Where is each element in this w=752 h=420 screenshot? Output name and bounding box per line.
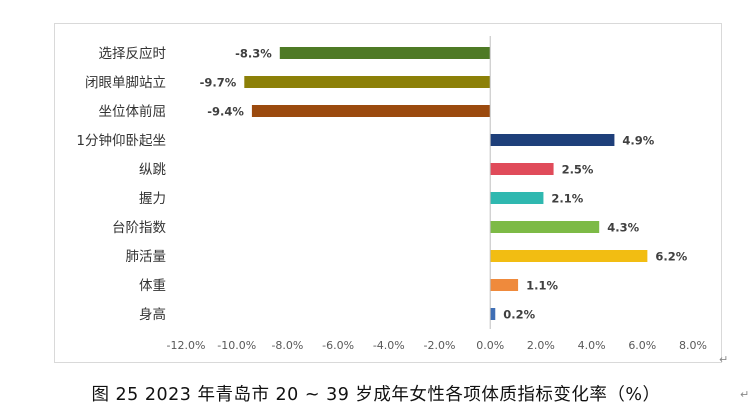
value-label-8: 1.1%: [526, 279, 558, 293]
paragraph-mark-icon: ↵: [740, 388, 750, 401]
bar-0: [279, 47, 491, 59]
x-tick-label-5: -2.0%: [424, 339, 456, 352]
value-label-2: -9.4%: [207, 105, 244, 119]
figure-caption: 图 25 2023 年青岛市 20 ~ 39 岁成年女性各项体质指标变化率（%）: [91, 385, 661, 405]
value-label-1: -9.7%: [200, 76, 237, 90]
category-label-8: 体重: [139, 278, 166, 294]
x-tick-label-10: 8.0%: [679, 339, 707, 352]
bar-7: [490, 250, 648, 262]
category-label-5: 握力: [139, 191, 166, 207]
bar-8: [490, 279, 519, 291]
value-label-5: 2.1%: [551, 192, 583, 206]
x-tick-label-6: 0.0%: [476, 339, 504, 352]
category-label-6: 台阶指数: [112, 220, 166, 236]
category-label-9: 身高: [139, 306, 166, 323]
chart-frame: 选择反应时 -8.3% 闭眼单脚站立 -9.7% 坐位体前屈 -9.4% 1分钟仰卧起坐 4.…: [54, 23, 722, 363]
x-tick-label-7: 2.0%: [527, 339, 555, 352]
x-tick-label-1: -10.0%: [217, 339, 256, 352]
value-label-7: 6.2%: [655, 250, 687, 264]
x-tick-label-4: -4.0%: [373, 339, 405, 352]
value-label-3: 4.9%: [622, 134, 654, 148]
x-tick-label-9: 6.0%: [628, 339, 656, 352]
bar-1: [244, 76, 491, 88]
bar-6: [490, 221, 600, 233]
bar-3: [490, 134, 615, 146]
category-label-4: 纵跳: [139, 162, 166, 178]
category-label-2: 坐位体前屈: [99, 103, 167, 120]
bar-4: [490, 163, 554, 175]
category-label-0: 选择反应时: [99, 45, 167, 62]
value-label-0: -8.3%: [235, 47, 272, 61]
bar-chart: 选择反应时 -8.3% 闭眼单脚站立 -9.7% 坐位体前屈 -9.4% 1分钟仰卧起坐 4.…: [76, 36, 707, 352]
x-tick-label-3: -6.0%: [322, 339, 354, 352]
category-label-3: 1分钟仰卧起坐: [76, 132, 166, 149]
category-label-7: 肺活量: [126, 249, 167, 265]
value-label-9: 0.2%: [503, 308, 535, 322]
category-label-1: 闭眼单脚站立: [85, 75, 166, 91]
x-tick-label-0: -12.0%: [167, 339, 206, 352]
bar-2: [251, 105, 491, 117]
paragraph-mark-icon: ↵: [719, 353, 729, 366]
bar-9: [490, 308, 496, 320]
value-label-6: 4.3%: [607, 221, 639, 235]
bar-5: [490, 192, 544, 204]
x-tick-label-8: 4.0%: [578, 339, 606, 352]
x-tick-label-2: -8.0%: [271, 339, 303, 352]
value-label-4: 2.5%: [562, 163, 594, 177]
